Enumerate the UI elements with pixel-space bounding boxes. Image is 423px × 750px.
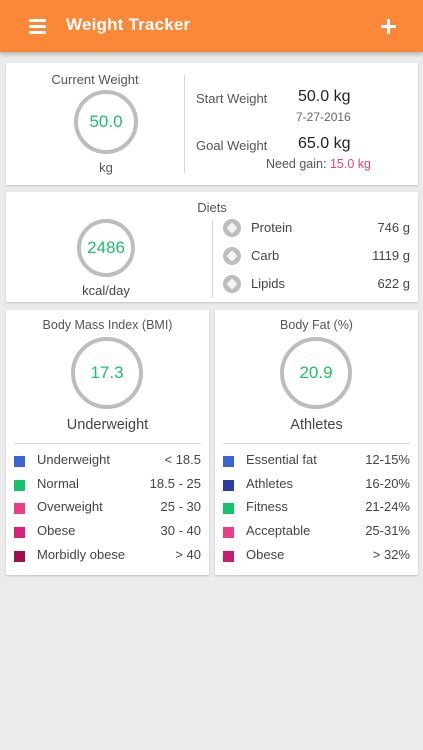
legend-swatch [14,527,25,539]
legend-name: Morbidly obese [37,546,126,562]
bmi-value: 17.3 [90,363,124,382]
legend-name: Acceptable [246,523,311,539]
start-weight-label: Start Weight [196,91,268,106]
legend-item: Acceptable 25-31% [215,520,418,544]
divider [14,443,201,444]
calories-value: 2486 [87,238,125,257]
weight-card[interactable]: Current Weight 50.0 kg Start Weight 50.0… [6,63,418,185]
legend-range: 16-20% [365,475,410,491]
legend-range: < 18.5 [164,452,201,467]
legend-name: Normal [37,475,79,491]
goal-weight-label: Goal Weight [196,138,268,153]
diet-name: Carb [251,248,280,263]
legend-swatch [223,456,234,467]
diets-card[interactable]: Diets 2486 kcal/day Protein 746 g Carb 1… [6,192,418,302]
calories-ring: 2486 [77,219,135,277]
bodyfat-classification: Athletes [290,417,343,433]
bmi-ring: 17.3 [71,337,143,409]
legend-item: Normal 18.5 - 25 [6,473,209,497]
diet-amount: 622 g [377,276,410,291]
plus-icon[interactable] [375,13,401,39]
app-title: Weight Tracker [66,15,191,34]
legend-swatch [14,550,25,562]
legend-item: Overweight 25 - 30 [6,496,209,520]
legend-range: 25-31% [365,523,410,539]
diets-title: Diets [197,200,227,215]
diet-row-carb: Carb 1119 g [220,246,410,268]
bmi-legend: Underweight < 18.5 Normal 18.5 - 25 Over… [6,449,209,567]
need-gain-label: Need gain: [266,157,327,171]
bodyfat-ring: 20.9 [280,337,352,409]
need-gain-value: 15.0 kg [329,157,371,171]
current-weight-label: Current Weight [51,72,139,87]
legend-name: Fitness [246,499,288,515]
legend-swatch [223,503,234,515]
legend-name: Underweight [37,452,110,467]
legend-swatch [14,456,25,467]
diet-amount: 1119 g [372,248,410,263]
legend-swatch [14,479,25,491]
legend-swatch [223,550,234,562]
legend-item: Obese > 32% [215,544,418,568]
legend-name: Obese [37,523,76,539]
legend-item: Fitness 21-24% [215,496,418,520]
legend-range: 12-15% [365,452,410,467]
legend-range: 21-24% [365,499,410,515]
diet-amount: 746 g [377,220,410,235]
legend-item: Athletes 16-20% [215,473,418,497]
legend-range: 18.5 - 25 [149,475,201,491]
legend-item: Essential fat 12-15% [215,449,418,473]
start-weight-value: 50.0 kg [298,88,351,105]
legend-swatch [223,527,234,539]
legend-swatch [14,503,25,515]
bmi-classification: Underweight [66,417,149,433]
calories-unit: kcal/day [82,283,130,298]
legend-item: Morbidly obese > 40 [6,544,209,568]
legend-range: > 40 [175,546,201,562]
carb-icon [223,247,241,265]
app-bar: Weight Tracker [0,0,423,52]
divider [212,220,213,298]
bmi-title: Body Mass Index (BMI) [42,318,173,332]
bmi-card[interactable]: Body Mass Index (BMI) 17.3 Underweight U… [6,310,209,575]
legend-name: Overweight [37,499,103,515]
divider [184,75,185,173]
bodyfat-value: 20.9 [299,363,333,382]
weight-unit: kg [99,160,113,175]
legend-name: Obese [246,546,285,562]
diet-name: Lipids [251,276,285,291]
lipids-icon [223,275,241,293]
bodyfat-card[interactable]: Body Fat (%) 20.9 Athletes Essential fat… [215,310,418,575]
legend-name: Essential fat [246,452,317,467]
hamburger-menu-icon[interactable] [24,17,52,37]
diet-row-protein: Protein 746 g [220,218,410,240]
legend-range: 30 - 40 [160,523,201,539]
bodyfat-legend: Essential fat 12-15% Athletes 16-20% Fit… [215,449,418,567]
legend-name: Athletes [246,475,293,491]
current-weight-value: 50.0 [89,112,123,131]
divider [223,443,410,444]
legend-range: > 32% [372,546,410,562]
diet-row-lipids: Lipids 622 g [220,274,410,296]
legend-swatch [223,479,234,491]
start-date: 7-27-2016 [296,110,351,124]
goal-weight-value: 65.0 kg [298,135,351,152]
protein-icon [223,219,241,237]
legend-item: Underweight < 18.5 [6,449,209,473]
need-gain: Need gain: 15.0 kg [266,157,371,171]
current-weight-ring: 50.0 [74,90,138,154]
legend-range: 25 - 30 [160,499,201,515]
bodyfat-title: Body Fat (%) [280,318,353,332]
diet-name: Protein [251,220,293,235]
legend-item: Obese 30 - 40 [6,520,209,544]
